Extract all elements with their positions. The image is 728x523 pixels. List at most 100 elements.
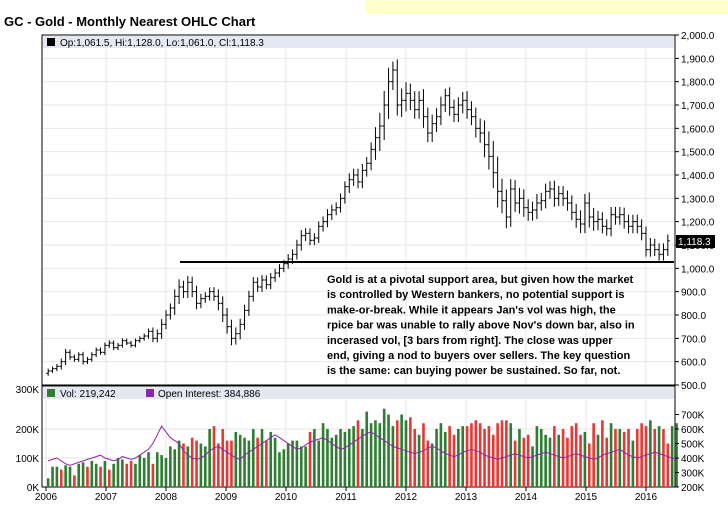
x-tick-label: 2008	[155, 492, 178, 503]
volume-bar	[64, 465, 67, 487]
volume-bar	[448, 426, 451, 487]
volume-bar	[107, 469, 111, 487]
oi-tick-label: 300K	[681, 469, 705, 480]
price-tick-label: 1,700.0	[681, 101, 715, 112]
volume-bar	[125, 463, 129, 487]
ohlc-bar	[404, 82, 408, 112]
price-tick-label: 600.0	[681, 358, 706, 369]
ohlc-bar	[548, 181, 552, 200]
price-tick-label: 800.0	[681, 311, 706, 322]
volume-bar	[395, 420, 399, 487]
volume-bar	[164, 458, 168, 487]
volume-bar	[566, 437, 569, 487]
ohlc-bar	[604, 219, 609, 236]
volume-bar	[269, 431, 273, 487]
volume-bar	[282, 449, 286, 487]
volume-bar	[587, 443, 591, 487]
volume-bar	[505, 420, 508, 487]
ohlc-bar	[534, 193, 539, 220]
volume-bar	[225, 440, 229, 487]
ohlc-bar	[460, 91, 465, 114]
ohlc-bar	[478, 118, 483, 143]
ohlc-bar	[613, 206, 618, 225]
ohlc-bar	[133, 338, 138, 348]
volume-bar	[343, 431, 347, 487]
price-tick-label: 1,000.0	[681, 264, 715, 275]
volume-tick-label: 0K	[27, 483, 40, 494]
ohlc-bar	[94, 347, 99, 358]
ohlc-bar	[657, 243, 662, 261]
annotation-line: is controlled by Western bankers, no pot…	[327, 289, 624, 301]
ohlc-bar	[390, 61, 395, 91]
volume-bar	[182, 443, 185, 487]
ohlc-bar	[294, 239, 299, 260]
volume-bar	[465, 426, 469, 487]
ohlc-bar	[347, 173, 352, 193]
volume-bar	[382, 408, 386, 487]
volume-bar	[452, 434, 456, 487]
volume-bar	[195, 440, 198, 487]
volume-bar	[177, 440, 181, 487]
volume-bar	[129, 460, 133, 487]
ohlc-bar	[473, 107, 478, 138]
volume-bar	[417, 434, 421, 487]
ohlc-bar	[408, 83, 413, 111]
oi-tick-label: 700K	[681, 411, 705, 422]
ohlc-bar	[238, 318, 243, 340]
volume-bar	[622, 431, 626, 487]
ohlc-bar	[543, 183, 548, 209]
ohlc-bar	[72, 354, 77, 362]
ohlc-bar	[281, 259, 286, 273]
ohlc-bar	[600, 212, 605, 234]
volume-bar	[230, 440, 233, 487]
ohlc-bar	[578, 210, 583, 234]
volume-bar	[160, 455, 163, 487]
ohlc-bar	[246, 290, 251, 316]
ohlc-bar	[513, 179, 518, 213]
volume-bar	[190, 437, 194, 487]
volume-bar	[601, 420, 604, 487]
volume-bar	[68, 466, 72, 487]
volume-bar	[491, 434, 495, 487]
ohlc-bar	[561, 185, 566, 207]
volume-bar	[99, 466, 102, 487]
volume-bar	[203, 446, 207, 487]
x-tick-label: 2006	[35, 492, 58, 503]
ohlc-bar	[556, 185, 561, 207]
chart-title: GC - Gold - Monthly Nearest OHLC Chart	[4, 14, 256, 29]
volume-bar	[199, 443, 203, 487]
ohlc-bar	[190, 276, 195, 298]
ohlc-bar	[168, 303, 173, 320]
volume-bar	[653, 429, 657, 487]
oi-tick-label: 600K	[681, 425, 705, 436]
ohlc-bar	[316, 221, 321, 243]
annotation-line: rpice bar was unable to rally above Nov'…	[327, 320, 635, 332]
volume-bar	[112, 463, 115, 487]
volume-bar	[662, 429, 665, 487]
ohlc-bar	[491, 140, 496, 189]
ohlc-bar	[609, 206, 614, 237]
ohlc-bar	[220, 296, 225, 322]
volume-bar	[347, 429, 351, 487]
ohlc-bar	[137, 336, 142, 343]
vol-legend-swatch	[47, 389, 55, 397]
volume-bar	[609, 423, 613, 487]
annotation-line: is the same: can buying power be sustain…	[327, 365, 620, 377]
volume-bar	[94, 463, 98, 487]
annotation-line: make-or-break. While it appears Jan's vo…	[327, 304, 616, 316]
ohlc-bar	[212, 287, 216, 301]
volume-bar	[212, 426, 216, 487]
ohlc-bar	[46, 368, 51, 376]
ohlc-bar	[482, 120, 487, 158]
price-tick-label: 500.0	[681, 381, 706, 392]
ohlc-bar	[159, 319, 164, 339]
volume-bar	[443, 431, 447, 487]
ohlc-bar	[273, 268, 278, 282]
ohlc-bar	[395, 59, 400, 116]
volume-bar	[478, 423, 482, 487]
volume-bar	[186, 446, 190, 487]
ohlc-bar	[596, 210, 600, 231]
x-tick-label: 2007	[95, 492, 118, 503]
ohlc-bar	[539, 192, 544, 211]
volume-bar	[352, 426, 355, 487]
